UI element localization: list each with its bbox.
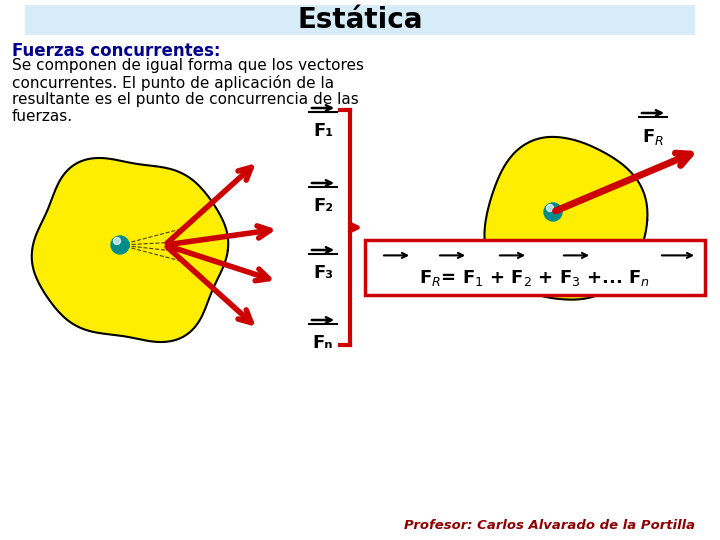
Text: F₁: F₁ [313,122,333,140]
Circle shape [114,238,120,245]
Circle shape [544,203,562,221]
Text: resultante es el punto de concurrencia de las: resultante es el punto de concurrencia d… [12,92,359,107]
Circle shape [546,205,554,212]
Text: Profesor: Carlos Alvarado de la Portilla: Profesor: Carlos Alvarado de la Portilla [404,519,695,532]
Polygon shape [485,137,647,300]
Text: F$_R$= F$_1$ + F$_2$ + F$_3$ +... F$_n$: F$_R$= F$_1$ + F$_2$ + F$_3$ +... F$_n$ [420,268,650,288]
Text: Se componen de igual forma que los vectores: Se componen de igual forma que los vecto… [12,58,364,73]
Text: Estática: Estática [297,6,423,34]
FancyBboxPatch shape [25,5,695,35]
Text: concurrentes. El punto de aplicación de la: concurrentes. El punto de aplicación de … [12,75,334,91]
Text: F$_R$: F$_R$ [642,127,664,147]
Circle shape [111,236,129,254]
Text: Fₙ: Fₙ [312,334,333,352]
Polygon shape [32,158,228,342]
Text: Fuerzas concurrentes:: Fuerzas concurrentes: [12,42,220,60]
Text: fuerzas.: fuerzas. [12,109,73,124]
FancyBboxPatch shape [365,240,705,295]
Text: F₃: F₃ [313,264,333,282]
Text: F₂: F₂ [313,197,333,215]
